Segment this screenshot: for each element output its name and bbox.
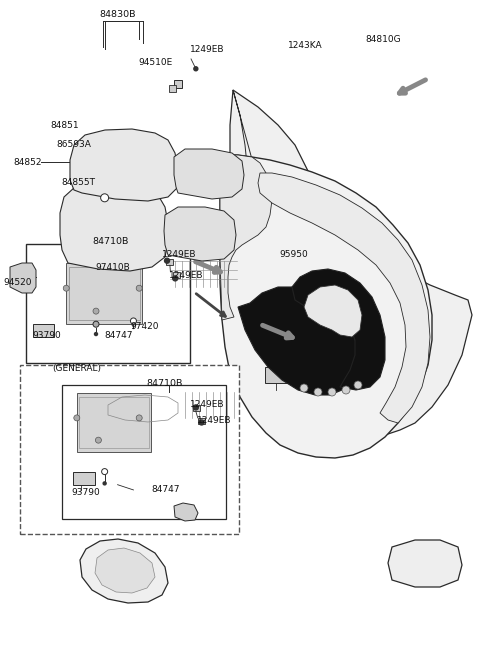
- Bar: [193, 405, 200, 411]
- Text: (GENERAL): (GENERAL): [52, 364, 101, 373]
- Text: 84810G: 84810G: [366, 35, 401, 44]
- Text: 1249EB: 1249EB: [162, 250, 197, 259]
- Circle shape: [136, 415, 142, 421]
- Polygon shape: [60, 183, 168, 271]
- Circle shape: [300, 384, 308, 392]
- Text: 84747: 84747: [105, 331, 133, 340]
- Circle shape: [165, 258, 169, 263]
- Circle shape: [173, 276, 178, 281]
- Circle shape: [193, 405, 198, 410]
- Text: 1249EB: 1249EB: [169, 271, 204, 280]
- Text: 1249EB: 1249EB: [190, 45, 224, 54]
- Text: 86593A: 86593A: [57, 140, 92, 149]
- Bar: [66, 263, 142, 324]
- Text: 1249EB: 1249EB: [190, 400, 224, 409]
- Text: 94520: 94520: [4, 278, 32, 288]
- Bar: [198, 418, 205, 424]
- Bar: [73, 472, 95, 485]
- Bar: [169, 85, 176, 92]
- Text: 84710B: 84710B: [92, 236, 129, 246]
- Circle shape: [314, 388, 322, 396]
- Polygon shape: [233, 90, 322, 415]
- Polygon shape: [10, 263, 36, 293]
- Polygon shape: [225, 90, 472, 437]
- Polygon shape: [220, 155, 432, 458]
- Polygon shape: [258, 173, 430, 423]
- Polygon shape: [95, 548, 155, 593]
- Polygon shape: [164, 207, 236, 261]
- Text: 1243KA: 1243KA: [288, 41, 323, 50]
- Polygon shape: [174, 149, 244, 199]
- Polygon shape: [304, 285, 362, 337]
- Polygon shape: [80, 539, 168, 603]
- Bar: [204, 377, 224, 391]
- Text: 93790: 93790: [71, 488, 100, 497]
- Text: 1249EB: 1249EB: [197, 416, 231, 425]
- Circle shape: [354, 381, 362, 389]
- Bar: [265, 367, 287, 383]
- Polygon shape: [220, 155, 272, 320]
- Bar: [77, 393, 151, 452]
- Circle shape: [96, 437, 101, 443]
- Text: 94510E: 94510E: [138, 58, 172, 67]
- Circle shape: [74, 415, 80, 421]
- Polygon shape: [174, 503, 198, 521]
- Polygon shape: [388, 540, 462, 587]
- Circle shape: [93, 321, 99, 328]
- Bar: [173, 272, 180, 278]
- Bar: [174, 80, 182, 88]
- Bar: [79, 397, 149, 448]
- Text: 84747: 84747: [151, 485, 180, 495]
- Circle shape: [342, 386, 350, 394]
- Text: 97410B: 97410B: [95, 263, 130, 272]
- Circle shape: [63, 285, 69, 291]
- Circle shape: [95, 333, 97, 335]
- Text: 84851: 84851: [50, 121, 79, 130]
- Text: 84855T: 84855T: [61, 178, 96, 187]
- Bar: [26, 244, 190, 363]
- Polygon shape: [70, 129, 178, 201]
- Bar: [33, 324, 54, 337]
- Polygon shape: [292, 269, 385, 390]
- Text: 84830B: 84830B: [99, 10, 136, 19]
- Text: 84852: 84852: [13, 158, 42, 167]
- Circle shape: [136, 285, 142, 291]
- Text: 97420: 97420: [131, 322, 159, 331]
- Polygon shape: [238, 287, 358, 395]
- Circle shape: [131, 318, 136, 324]
- Bar: [62, 385, 226, 519]
- Circle shape: [103, 482, 106, 485]
- Polygon shape: [142, 443, 185, 469]
- Circle shape: [328, 388, 336, 396]
- Polygon shape: [87, 380, 200, 437]
- Bar: [166, 259, 173, 265]
- Bar: [20, 365, 239, 534]
- Text: 93790: 93790: [33, 331, 61, 340]
- Circle shape: [194, 67, 198, 71]
- Bar: [69, 267, 140, 320]
- Circle shape: [199, 420, 204, 425]
- Circle shape: [101, 194, 108, 202]
- Polygon shape: [182, 443, 198, 463]
- Text: 95950: 95950: [279, 250, 308, 259]
- Text: 84710B: 84710B: [146, 379, 183, 388]
- Circle shape: [93, 308, 99, 314]
- Circle shape: [102, 468, 108, 475]
